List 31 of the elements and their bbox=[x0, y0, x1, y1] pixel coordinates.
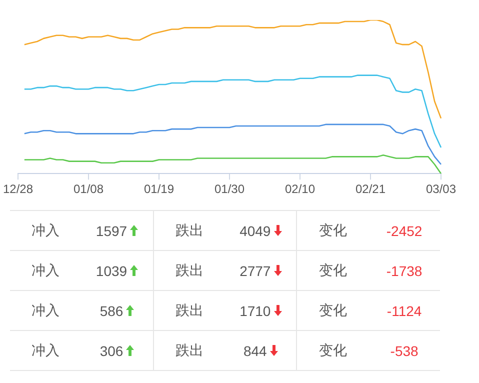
x-tick-label: 03/03 bbox=[426, 182, 456, 196]
text: 冲入 bbox=[32, 342, 60, 360]
x-tick-label: 01/08 bbox=[73, 182, 104, 196]
text: 变化 bbox=[318, 302, 347, 320]
text: 变化 bbox=[318, 342, 347, 360]
text: 306 bbox=[100, 342, 124, 358]
x-tick-label: 01/30 bbox=[214, 182, 245, 196]
text: 4049 bbox=[240, 222, 271, 238]
text: 跌出 bbox=[175, 302, 204, 320]
text: -1124 bbox=[386, 302, 422, 318]
text: 1710 bbox=[240, 302, 271, 318]
text: 跌出 bbox=[175, 342, 204, 360]
x-tick-label: 01/19 bbox=[144, 182, 174, 196]
text: -1738 bbox=[386, 262, 422, 278]
text: 586 bbox=[100, 302, 124, 318]
text: 844 bbox=[243, 342, 267, 358]
text: 1597 bbox=[96, 222, 128, 238]
text: 2777 bbox=[240, 262, 271, 278]
x-tick-label: 12/28 bbox=[3, 182, 34, 196]
text: 跌出 bbox=[175, 262, 204, 280]
text: 1039 bbox=[96, 262, 128, 278]
text: 冲入 bbox=[32, 302, 60, 320]
x-tick-label: 02/21 bbox=[355, 182, 386, 196]
text: -538 bbox=[390, 342, 418, 358]
text: -2452 bbox=[386, 222, 422, 238]
text: 冲入 bbox=[32, 222, 60, 240]
x-tick-label: 02/10 bbox=[284, 182, 316, 196]
text: 跌出 bbox=[175, 222, 204, 240]
text: 冲入 bbox=[32, 262, 60, 280]
text: 变化 bbox=[318, 262, 347, 280]
text: 变化 bbox=[318, 222, 347, 240]
